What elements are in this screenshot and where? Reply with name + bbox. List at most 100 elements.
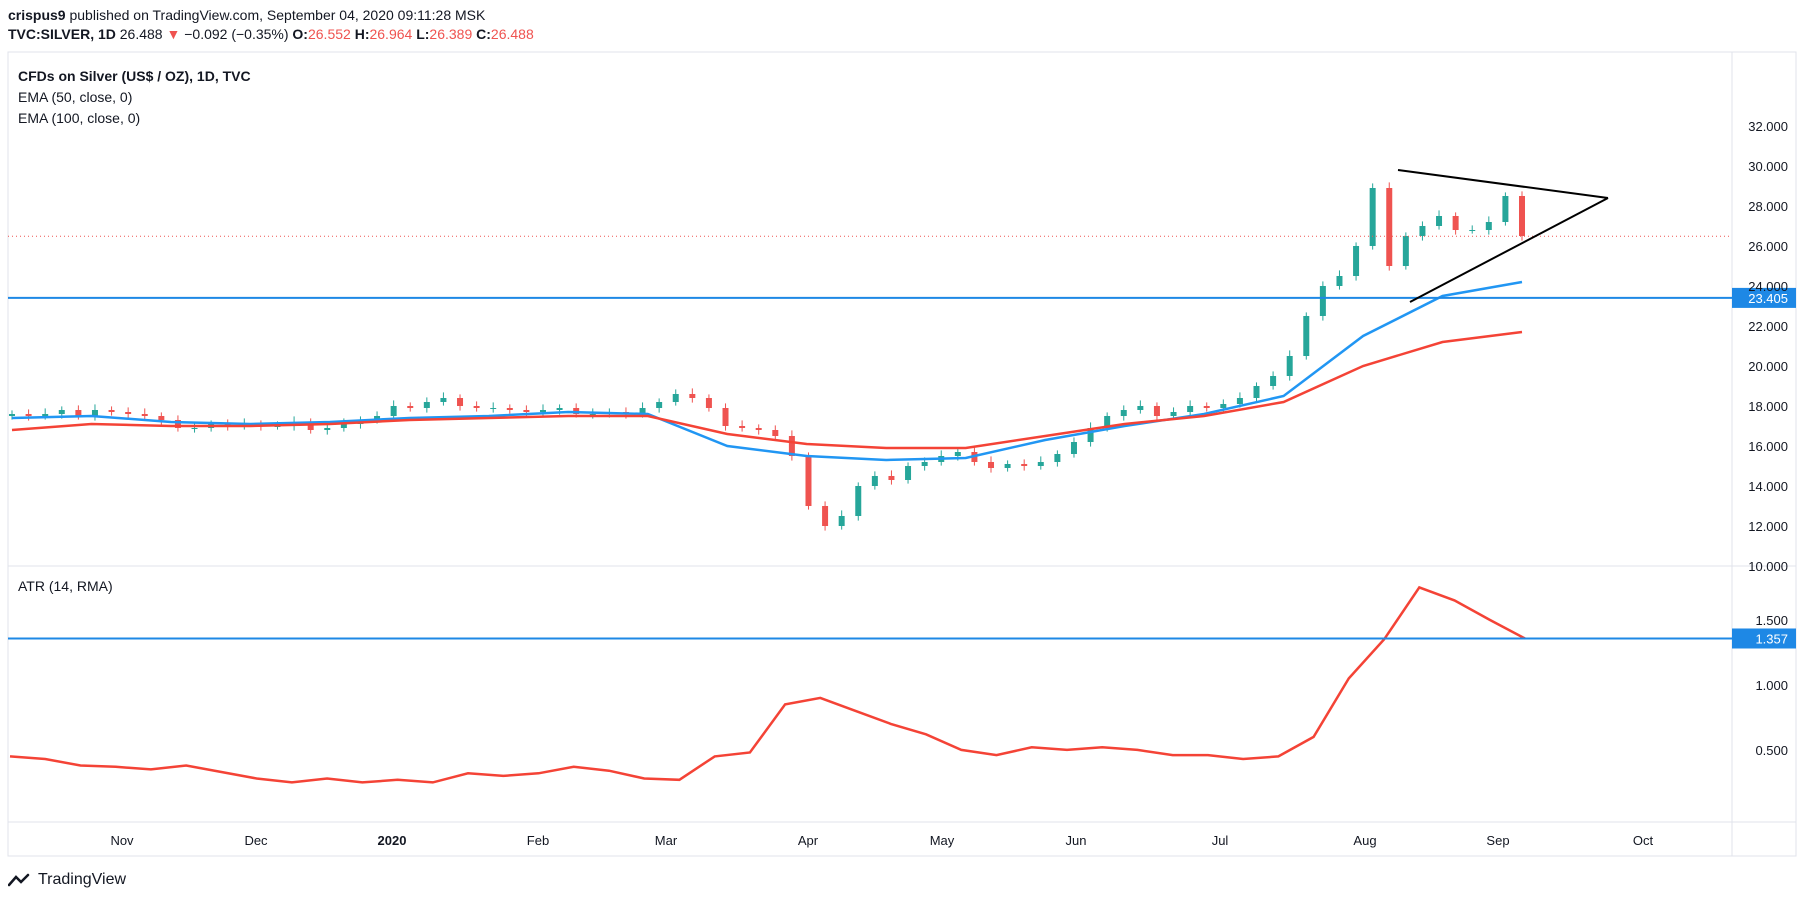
time-tick-label: Jul [1212,833,1229,848]
candle-body [490,408,497,409]
candle-body [1021,464,1028,466]
time-tick-label: Oct [1633,833,1654,848]
candle-body [407,406,414,408]
close-label: C: [476,26,491,42]
candle-body [1004,464,1011,468]
support-level-label: 23.405 [1748,291,1788,306]
candle-body [1485,222,1492,230]
candle-body [340,424,347,428]
last-price: 26.488 [119,26,163,42]
candle-body [988,462,995,468]
candle-body [1236,398,1243,404]
candle-body [1386,188,1393,266]
candle-body [1286,356,1293,376]
candle-body [75,410,82,416]
price-pane[interactable]: 23.405 [8,169,1796,531]
price-tick-label: 16.000 [1748,439,1788,454]
candle-body [871,476,878,486]
price-tick-label: 30.000 [1748,159,1788,174]
time-tick-label: Nov [110,833,134,848]
open-value: 26.552 [307,26,351,42]
candle-body [158,416,165,420]
author-name[interactable]: crispus9 [8,7,66,23]
candle-body [921,462,928,466]
legend-ema50: EMA (50, close, 0) [18,89,132,105]
time-tick-label: Sep [1486,833,1509,848]
candle-body [1253,386,1260,398]
tradingview-logo[interactable]: TradingView [8,871,126,889]
candle-body [440,398,447,402]
candle-body [423,402,430,408]
candle-body [1153,406,1160,416]
candle-body [58,410,65,414]
ema100-line [11,330,1523,450]
tradingview-logo-icon [8,873,30,887]
chart-frame [7,51,1797,857]
candle-body [91,410,98,416]
candle-body [1402,236,1409,266]
legend-atr: ATR (14, RMA) [18,578,113,594]
candle-body [855,486,862,516]
close-value: 26.488 [490,26,534,42]
grid [8,52,1796,856]
candle-body [1469,230,1476,231]
chart-canvas[interactable]: 23.405 1.357 10.000 12.000 14.000 16.000 18.… [0,0,1805,860]
candle-body [1187,406,1194,412]
low-value: 26.389 [429,26,473,42]
candle-body [9,414,15,416]
open-label: O: [292,26,308,42]
candle-body [1270,376,1277,386]
candle-body [25,414,32,416]
candle-body [905,466,912,480]
candle-body [772,430,779,436]
down-arrow-icon: ▼ [166,26,181,42]
candle-body [506,408,513,410]
price-tick-label: 20.000 [1748,359,1788,374]
candle-body [1203,406,1210,408]
price-tick-label: 22.000 [1748,319,1788,334]
candle-body [739,426,746,428]
candle-body [1452,216,1459,230]
candle-body [689,394,696,398]
candle-body [656,402,663,408]
candle-body [888,476,895,480]
price-tick-label: 28.000 [1748,199,1788,214]
atr-tick-label: 1.000 [1755,678,1788,693]
candle-body [556,408,563,410]
atr-pane[interactable]: 1.357 [8,585,1796,784]
atr-level-tag [1732,628,1796,649]
candle-body [1303,316,1310,356]
candle-body [822,506,829,526]
candle-body [141,414,148,416]
atr-level-label: 1.357 [1755,631,1788,646]
axes: 10.000 12.000 14.000 16.000 18.000 20.000 22.0… [110,119,1788,848]
price-tick-label: 18.000 [1748,399,1788,414]
support-level-tag [1732,287,1796,308]
ohlc-line: TVC:SILVER, 1D 26.488 ▼ −0.092 (−0.35%) … [8,25,534,44]
candle-body [125,412,132,414]
candle-body [539,410,546,412]
candle-body [1519,196,1525,236]
candle-body [805,456,812,506]
published-text: published on TradingView.com, September … [69,7,486,23]
candle-body [1070,442,1077,454]
time-tick-label: 2020 [378,833,407,848]
candle-body [788,436,795,456]
time-tick-label: Aug [1353,833,1376,848]
high-label: H: [354,26,370,42]
brand-name: TradingView [38,871,127,888]
candle-body [191,428,198,429]
atr-tick-label: 0.500 [1755,743,1788,758]
candle-body [523,410,530,412]
price-tick-label: 14.000 [1748,479,1788,494]
candle-body [1369,188,1376,246]
high-value: 26.964 [369,26,413,42]
candle-body [1137,406,1144,410]
low-label: L: [416,26,430,42]
candle-body [1037,462,1044,466]
candle-body [1336,276,1343,286]
candle-body [108,410,115,412]
candle-body [954,452,961,456]
candle-body [457,398,464,406]
candle-body [1419,226,1426,236]
